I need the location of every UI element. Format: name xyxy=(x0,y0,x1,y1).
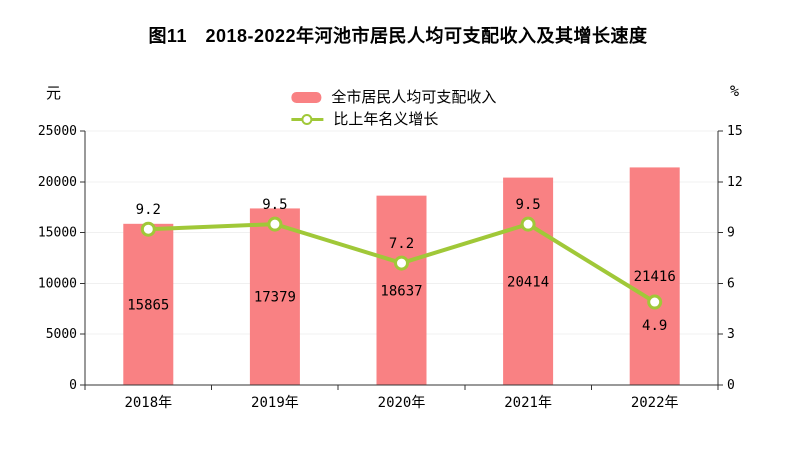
x-axis-label-2019年: 2019年 xyxy=(251,395,299,411)
bar-series-swatch-icon xyxy=(291,91,322,103)
bar-2019年 xyxy=(249,208,300,385)
line-value-label-2019年: 9.5 xyxy=(262,197,287,213)
left-axis-label-5000: 5000 xyxy=(46,327,77,342)
bar-2022年 xyxy=(629,167,680,385)
legend-label-line: 比上年名义增长 xyxy=(333,110,439,128)
line-marker-2019年 xyxy=(267,216,283,232)
line-value-label-2020年: 7.2 xyxy=(389,236,414,252)
x-axis-label-2020年: 2020年 xyxy=(378,395,426,411)
right-axis-unit: % xyxy=(730,82,740,100)
line-series-swatch-icon xyxy=(291,113,324,125)
line-value-label-2021年: 9.5 xyxy=(515,197,540,213)
x-axis-label-2022年: 2022年 xyxy=(631,395,679,411)
bar-value-label-2020年: 18637 xyxy=(380,283,422,299)
bar-value-label-2022年: 21416 xyxy=(634,269,676,285)
legend-item-line: 比上年名义增长 xyxy=(291,110,496,128)
right-axis-label-6: 6 xyxy=(727,276,735,291)
chart-legend: 全市居民人均可支配收入 比上年名义增长 xyxy=(291,88,496,128)
line-value-label-2022年: 4.9 xyxy=(642,318,667,334)
left-axis-label-20000: 20000 xyxy=(38,175,77,190)
legend-label-bar: 全市居民人均可支配收入 xyxy=(331,88,497,106)
bar-2018年 xyxy=(123,223,174,385)
line-marker-2018年 xyxy=(140,221,156,237)
left-axis-label-15000: 15000 xyxy=(38,226,77,241)
left-axis-label-0: 0 xyxy=(69,378,77,393)
right-axis-label-3: 3 xyxy=(727,327,735,342)
left-axis-label-25000: 25000 xyxy=(38,124,77,139)
bar-value-label-2021年: 20414 xyxy=(507,274,549,290)
left-axis-unit: 元 xyxy=(46,84,62,102)
x-axis-label-2021年: 2021年 xyxy=(504,395,552,411)
line-value-label-2018年: 9.2 xyxy=(136,202,161,218)
line-marker-2022年 xyxy=(647,294,663,310)
bar-value-label-2019年: 17379 xyxy=(254,290,296,306)
right-axis-label-15: 15 xyxy=(727,124,743,139)
line-marker-2021年 xyxy=(520,216,536,232)
line-swatch-marker-icon xyxy=(301,113,313,125)
chart-title: 图11 2018-2022年河池市居民人均可支配收入及其增长速度 xyxy=(148,26,648,46)
line-marker-2020年 xyxy=(394,255,409,271)
right-axis-label-12: 12 xyxy=(727,175,743,190)
right-axis-label-0: 0 xyxy=(727,378,735,393)
legend-item-bar: 全市居民人均可支配收入 xyxy=(291,88,496,106)
left-axis-label-10000: 10000 xyxy=(38,276,77,291)
right-axis-label-9: 9 xyxy=(727,226,735,241)
bar-2020年 xyxy=(376,195,427,385)
bar-value-label-2018年: 15865 xyxy=(127,297,169,313)
x-axis-label-2018年: 2018年 xyxy=(124,395,172,411)
bar-2021年 xyxy=(503,177,554,385)
